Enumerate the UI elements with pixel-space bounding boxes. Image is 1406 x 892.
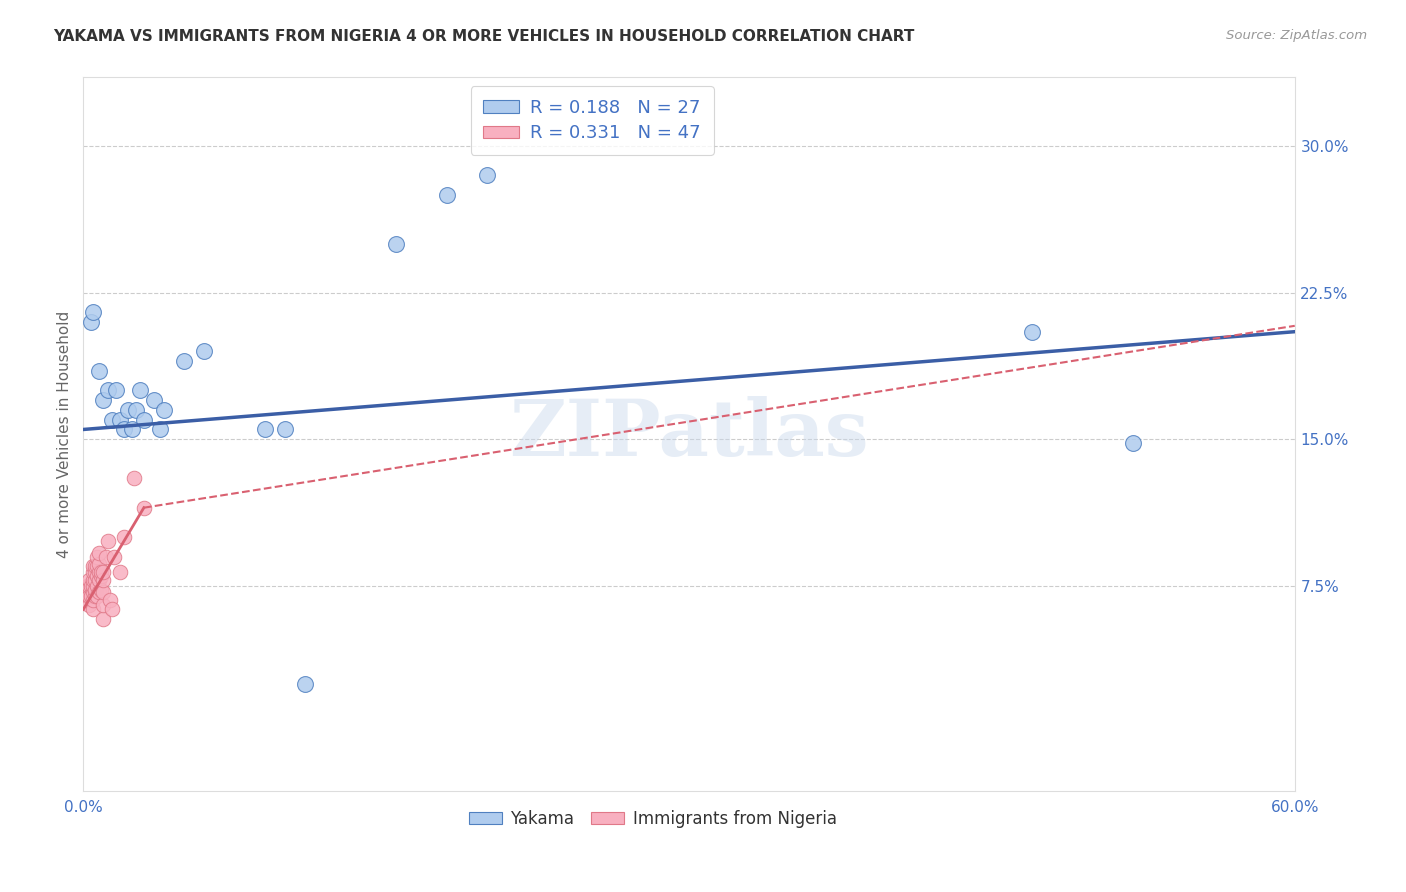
- Point: [82, 592, 104, 607]
- Point: [79, 573, 101, 587]
- Point: [149, 422, 172, 436]
- Point: [82, 584, 104, 599]
- Point: [89, 584, 111, 599]
- Point: [274, 422, 297, 436]
- Point: [93, 566, 115, 580]
- Point: [90, 582, 112, 597]
- Point: [82, 573, 104, 587]
- Point: [76, 589, 98, 603]
- Point: [108, 566, 131, 580]
- Point: [80, 589, 103, 603]
- Point: [90, 566, 112, 580]
- Point: [98, 592, 121, 607]
- Point: [86, 549, 108, 564]
- Legend: Yakama, Immigrants from Nigeria: Yakama, Immigrants from Nigeria: [463, 803, 844, 834]
- Point: [82, 305, 104, 319]
- Point: [80, 315, 103, 329]
- Point: [94, 549, 117, 564]
- Point: [253, 422, 276, 436]
- Point: [100, 413, 122, 427]
- Point: [79, 589, 101, 603]
- Point: [112, 422, 135, 436]
- Point: [86, 569, 108, 583]
- Point: [86, 579, 108, 593]
- Point: [93, 599, 115, 613]
- Point: [108, 413, 131, 427]
- Point: [122, 471, 145, 485]
- Point: [117, 403, 139, 417]
- Point: [93, 573, 115, 587]
- Point: [79, 599, 101, 613]
- Point: [86, 559, 108, 574]
- Point: [93, 393, 115, 408]
- Point: [93, 584, 115, 599]
- Point: [93, 612, 115, 626]
- Point: [86, 589, 108, 603]
- Point: [143, 393, 166, 408]
- Point: [84, 559, 107, 574]
- Point: [89, 573, 111, 587]
- Point: [153, 403, 176, 417]
- Point: [82, 559, 104, 574]
- Point: [90, 569, 112, 583]
- Y-axis label: 4 or more Vehicles in Household: 4 or more Vehicles in Household: [58, 310, 72, 558]
- Point: [82, 566, 104, 580]
- Text: Source: ZipAtlas.com: Source: ZipAtlas.com: [1226, 29, 1367, 42]
- Point: [125, 403, 148, 417]
- Point: [132, 500, 155, 515]
- Point: [128, 384, 150, 398]
- Point: [294, 676, 316, 690]
- Point: [104, 384, 127, 398]
- Text: YAKAMA VS IMMIGRANTS FROM NIGERIA 4 OR MORE VEHICLES IN HOUSEHOLD CORRELATION CH: YAKAMA VS IMMIGRANTS FROM NIGERIA 4 OR M…: [53, 29, 915, 44]
- Point: [89, 566, 111, 580]
- Point: [84, 573, 107, 587]
- Point: [82, 602, 104, 616]
- Point: [96, 533, 118, 548]
- Point: [84, 566, 107, 580]
- Point: [89, 364, 111, 378]
- Point: [82, 579, 104, 593]
- Point: [112, 530, 135, 544]
- Point: [80, 579, 103, 593]
- Point: [173, 354, 195, 368]
- Point: [121, 422, 143, 436]
- Point: [193, 344, 215, 359]
- Point: [385, 236, 408, 251]
- Point: [1021, 325, 1043, 339]
- Point: [103, 549, 125, 564]
- Point: [89, 558, 111, 572]
- Point: [100, 602, 122, 616]
- Point: [132, 413, 155, 427]
- Point: [1122, 436, 1144, 450]
- Point: [475, 168, 498, 182]
- Point: [79, 579, 101, 593]
- Point: [89, 546, 111, 560]
- Point: [436, 187, 458, 202]
- Point: [96, 384, 118, 398]
- Point: [84, 582, 107, 597]
- Point: [76, 579, 98, 593]
- Point: [84, 589, 107, 603]
- Text: ZIPatlas: ZIPatlas: [509, 396, 869, 473]
